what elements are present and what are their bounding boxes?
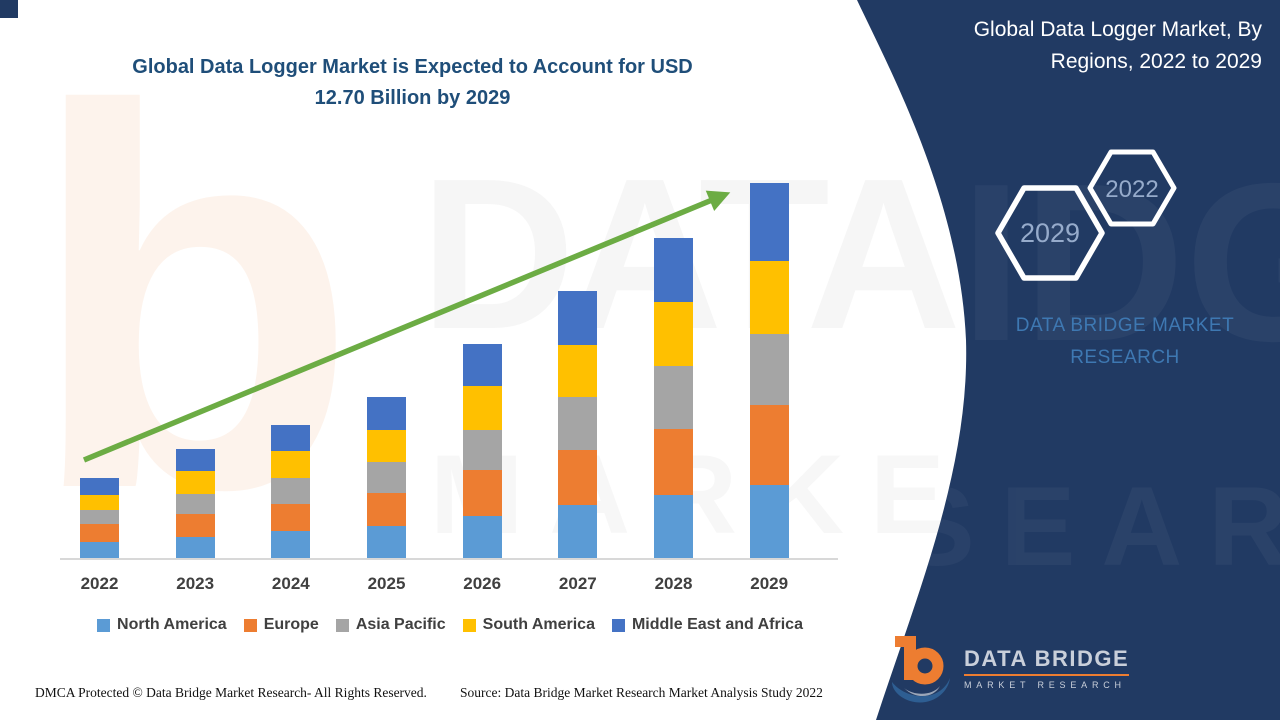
databridge-logo-icon bbox=[892, 636, 950, 703]
brand-line2: RESEARCH bbox=[1070, 347, 1180, 368]
bar-segment-2024-north-america bbox=[271, 531, 311, 558]
bar-segment-2028-europe bbox=[654, 428, 694, 495]
bar-segment-2025-europe bbox=[367, 493, 406, 527]
bar-segment-2027-asia-pacific bbox=[558, 396, 598, 451]
stacked-bar-2029 bbox=[749, 183, 789, 558]
panel-watermark-2: SEARCH bbox=[900, 464, 1280, 589]
bar-segment-2026-middle-east-and-africa bbox=[462, 343, 502, 386]
legend-swatch-icon bbox=[243, 618, 257, 632]
bar-segment-2022-europe bbox=[80, 524, 119, 542]
x-axis-label-2027: 2027 bbox=[558, 574, 597, 593]
bar-segment-2023-asia-pacific bbox=[175, 494, 215, 514]
bar-segment-2025-middle-east-and-africa bbox=[367, 397, 406, 430]
bar-segment-2026-north-america bbox=[462, 516, 502, 558]
hexagon-2029-label: 2029 bbox=[1020, 218, 1080, 248]
bar-segment-2022-south-america bbox=[80, 494, 119, 511]
bar-segment-2028-south-america bbox=[654, 301, 694, 366]
bar-segment-2028-middle-east-and-africa bbox=[654, 237, 694, 302]
legend-label: South America bbox=[482, 616, 595, 633]
chart-title-line2: 12.70 Billion by 2029 bbox=[314, 87, 511, 109]
bar-segment-2023-south-america bbox=[175, 470, 215, 495]
legend-swatch-icon bbox=[611, 618, 625, 632]
footer-dmca-text: DMCA Protected © Data Bridge Market Rese… bbox=[35, 685, 427, 700]
trend-arrow bbox=[82, 190, 731, 463]
corner-accent-square bbox=[0, 0, 18, 18]
x-axis-label-2026: 2026 bbox=[463, 574, 502, 593]
legend-swatch-icon bbox=[335, 618, 349, 632]
panel-title-line1: Global Data Logger Market, By bbox=[973, 18, 1262, 41]
brand-wordmark: DATA BRIDGE MARKET RESEARCH bbox=[975, 310, 1275, 374]
legend-label: North America bbox=[117, 616, 227, 633]
stacked-bar-chart: 2022 2023 2024 2025 2026 2027 2028 2029 bbox=[60, 170, 840, 593]
bar-segment-2026-south-america bbox=[462, 385, 502, 430]
bar-segment-2023-middle-east-and-africa bbox=[175, 448, 215, 471]
x-axis-label-2025: 2025 bbox=[367, 574, 406, 593]
x-axis-label-2022: 2022 bbox=[80, 574, 119, 593]
stacked-bar-2022 bbox=[80, 478, 119, 558]
chart-legend: North America Europe Asia Pacific South Ame… bbox=[60, 616, 840, 634]
bar-segment-2027-europe bbox=[558, 450, 598, 505]
databridge-logo: DATA BRIDGE MARKET RESEARCH bbox=[890, 630, 1130, 706]
legend-label: Europe bbox=[263, 616, 319, 633]
bar-segment-2022-middle-east-and-africa bbox=[80, 478, 119, 495]
bar-segment-2028-north-america bbox=[654, 494, 694, 558]
x-axis-label-2024: 2024 bbox=[271, 574, 310, 593]
legend-item-south-america: South America bbox=[462, 616, 595, 634]
bar-segment-2029-north-america bbox=[749, 485, 789, 558]
legend-item-asia-pacific: Asia Pacific bbox=[335, 616, 446, 634]
legend-label: Asia Pacific bbox=[355, 616, 446, 633]
hexagon-2029-icon bbox=[995, 185, 1105, 281]
bar-segment-2025-south-america bbox=[367, 429, 406, 463]
x-axis-label-2028: 2028 bbox=[654, 574, 693, 593]
stacked-bar-2027 bbox=[558, 290, 598, 558]
bar-segment-2028-asia-pacific bbox=[654, 365, 694, 429]
bar-segment-2023-europe bbox=[175, 513, 215, 537]
panel-title: Global Data Logger Market, By Regions, 2… bbox=[842, 14, 1262, 78]
bar-segment-2027-south-america bbox=[558, 344, 598, 397]
legend-swatch-icon bbox=[97, 618, 111, 632]
bar-segment-2027-north-america bbox=[558, 504, 598, 558]
legend-item-middle-east-and-africa: Middle East and Africa bbox=[611, 616, 803, 634]
x-axis-label-2023: 2023 bbox=[176, 574, 215, 593]
bar-segment-2024-europe bbox=[271, 503, 311, 532]
legend-item-north-america: North America bbox=[97, 616, 227, 634]
x-axis-label-2029: 2029 bbox=[750, 574, 789, 593]
bar-segment-2023-north-america bbox=[175, 536, 215, 558]
bar-segment-2029-asia-pacific bbox=[749, 333, 789, 406]
stacked-bar-2024 bbox=[271, 425, 311, 558]
hexagon-badges: 2029 2022 bbox=[995, 149, 1177, 281]
bar-segment-2024-middle-east-and-africa bbox=[271, 425, 311, 452]
logo-subtitle: MARKET RESEARCH bbox=[964, 680, 1126, 690]
stacked-bar-2028 bbox=[654, 237, 694, 558]
bar-segment-2025-north-america bbox=[367, 526, 406, 558]
x-axis-line bbox=[60, 558, 838, 560]
bar-segment-2026-asia-pacific bbox=[462, 429, 502, 471]
hexagon-2022-icon bbox=[1087, 149, 1177, 227]
stacked-bar-2025 bbox=[367, 397, 406, 558]
bar-segment-2026-europe bbox=[462, 470, 502, 517]
legend-swatch-icon bbox=[462, 618, 476, 632]
bar-segment-2027-middle-east-and-africa bbox=[558, 290, 598, 345]
bar-segment-2029-middle-east-and-africa bbox=[749, 183, 789, 262]
bar-segment-2024-south-america bbox=[271, 451, 311, 479]
panel-title-line2: Regions, 2022 to 2029 bbox=[1050, 50, 1262, 73]
legend-item-europe: Europe bbox=[243, 616, 319, 634]
brand-line1: DATA BRIDGE MARKET bbox=[1015, 315, 1235, 336]
chart-title: Global Data Logger Market is Expected to… bbox=[90, 52, 735, 114]
stacked-bar-2023 bbox=[175, 448, 215, 558]
bar-segment-2024-asia-pacific bbox=[271, 478, 311, 504]
footer-source-text: Source: Data Bridge Market Research Mark… bbox=[460, 685, 823, 700]
bar-segment-2029-europe bbox=[749, 405, 789, 486]
bar-segment-2022-north-america bbox=[80, 541, 119, 558]
stacked-bar-2026 bbox=[462, 343, 502, 558]
logo-name: DATA BRIDGE bbox=[964, 646, 1130, 676]
legend-label: Middle East and Africa bbox=[631, 616, 803, 633]
bar-segment-2029-south-america bbox=[749, 261, 789, 334]
bar-segment-2025-asia-pacific bbox=[367, 462, 406, 494]
bar-segment-2022-asia-pacific bbox=[80, 510, 119, 525]
hexagon-2022-label: 2022 bbox=[1105, 176, 1158, 203]
chart-title-line1: Global Data Logger Market is Expected to… bbox=[132, 56, 693, 78]
